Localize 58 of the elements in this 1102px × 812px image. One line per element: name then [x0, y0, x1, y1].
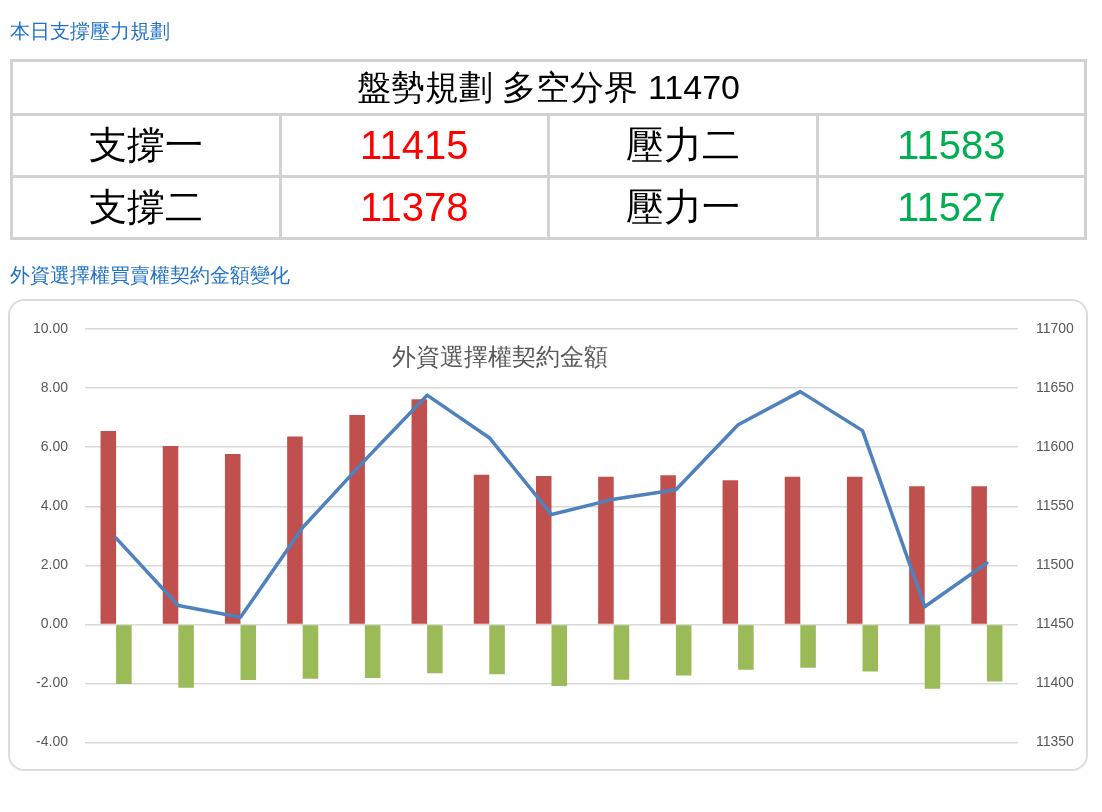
chart-title: 外資選擇權買賣權契約金額變化 [10, 263, 291, 288]
y2-tick-label: 11600 [1036, 438, 1075, 455]
y-tick-label: 8.00 [40, 378, 69, 395]
bar [162, 445, 179, 624]
bar [535, 476, 552, 624]
y2-tick-label: 11450 [1036, 615, 1075, 632]
y2-tick-label: 11550 [1036, 497, 1075, 514]
y2-tick-label: 11700 [1036, 319, 1075, 336]
data-label: 11527 [817, 176, 1086, 239]
bar [660, 475, 676, 624]
y-tick-label: 10.00 [32, 319, 69, 336]
bar [240, 625, 257, 680]
bar [473, 474, 490, 624]
bar [100, 430, 117, 624]
category-label: 壓力二 [548, 114, 817, 177]
y2-tick-label: 11500 [1036, 556, 1075, 573]
category-label: 壓力一 [548, 176, 817, 239]
category-label: 支撐一 [11, 114, 280, 177]
bar [551, 625, 568, 686]
y-tick-label: -4.00 [36, 733, 69, 750]
bar [675, 625, 692, 676]
data-label: 11378 [280, 176, 549, 239]
bar [971, 486, 987, 624]
bar [862, 625, 879, 672]
bar [178, 625, 194, 688]
bar [427, 625, 443, 674]
bar [738, 625, 754, 670]
bar [224, 453, 241, 624]
text: 外資選擇權契約金額 [392, 343, 609, 372]
category-label: 支撐二 [11, 176, 280, 239]
bar [846, 476, 863, 624]
y2-tick-label: 11400 [1036, 674, 1075, 691]
bar [116, 625, 132, 685]
data-label: 11583 [817, 114, 1086, 177]
y-tick-label: -2.00 [36, 674, 69, 691]
bar [302, 625, 319, 679]
bar [924, 625, 941, 689]
y-tick-label: 0.00 [40, 615, 69, 632]
y-tick-label: 4.00 [40, 497, 69, 514]
y2-tick-label: 11350 [1036, 733, 1075, 750]
y-tick-label: 6.00 [40, 438, 69, 455]
y-tick-label: 2.00 [40, 556, 69, 573]
bar [364, 625, 381, 678]
text: 本日支撐壓力規劃 [10, 19, 171, 44]
bar [411, 399, 428, 624]
bar [800, 625, 816, 668]
bar [489, 625, 505, 675]
bar [784, 476, 801, 624]
y2-tick-label: 11650 [1036, 378, 1075, 395]
bar [598, 476, 614, 624]
bar [349, 414, 365, 624]
bar [722, 480, 739, 624]
bar [909, 486, 925, 624]
bar [986, 625, 1003, 682]
text: 盤勢規劃 多空分界 11470 [11, 60, 1086, 115]
bar [287, 436, 303, 624]
bar [613, 625, 630, 680]
data-label: 11415 [280, 114, 549, 177]
